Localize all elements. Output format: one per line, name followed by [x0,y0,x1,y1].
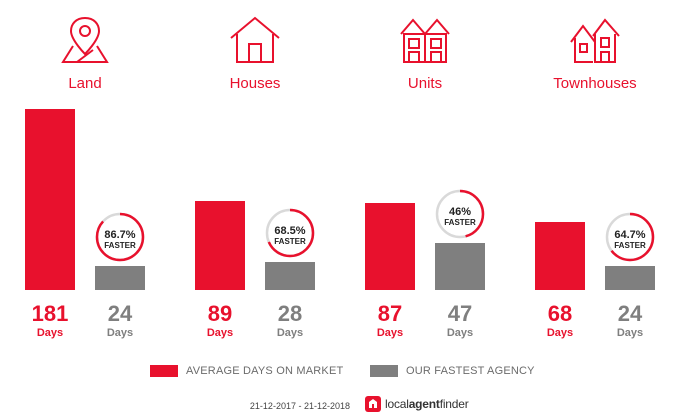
faster-ring-progress-houses [265,208,315,258]
bar-market-land [25,109,75,290]
value-market-units: 87 [378,301,402,326]
value-agency-land: 24 [108,301,133,326]
days-label-market-houses: Days [207,327,233,339]
days-label-market-townhouses: Days [547,327,573,339]
bar-market-houses [195,201,245,290]
faster-ring-progress-townhouses [605,212,655,262]
legend-swatch-agency [370,365,398,377]
days-label-agency-houses: Days [277,327,303,339]
bar-agency-units [435,243,485,290]
units-icon [400,18,450,63]
legend-label-agency: OUR FASTEST AGENCY [406,365,535,377]
category-label-land: Land [68,75,102,92]
house-icon [230,16,280,63]
faster-percent-houses: 68.5% [274,225,305,237]
days-label-agency-land: Days [107,327,133,339]
category-label-townhouses: Townhouses [553,75,637,92]
map-pin-icon [61,16,109,63]
value-agency-units: 47 [448,301,472,326]
faster-label-houses: FASTER [274,237,306,246]
value-agency-houses: 28 [278,301,302,326]
faster-label-townhouses: FASTER [614,241,646,250]
days-label-market-land: Days [37,327,63,339]
value-agency-townhouses: 24 [618,301,643,326]
faster-ring-progress-land [95,212,145,262]
value-market-houses: 89 [208,301,232,326]
bar-agency-land [95,266,145,290]
bar-agency-houses [265,262,315,290]
logo-mark-icon [365,396,381,412]
value-market-land: 181 [32,301,69,326]
category-label-units: Units [407,75,443,92]
days-label-market-units: Days [377,327,403,339]
bar-market-townhouses [535,222,585,290]
legend-swatch-market [150,365,178,377]
logo-text-agent: agent [408,397,440,411]
townhouses-icon [570,18,620,63]
faster-ring-progress-units [435,189,485,239]
legend-market: AVERAGE DAYS ON MARKET [150,363,343,379]
bar-market-units [365,203,415,290]
bar-chart: 181Days24Days86.7%FASTER89Days28Days68.5… [25,109,655,339]
logo-text-local: local [385,397,409,411]
faster-label-units: FASTER [444,218,476,227]
legend-agency: OUR FASTEST AGENCY [370,363,535,379]
days-label-agency-units: Days [447,327,473,339]
value-market-townhouses: 68 [548,301,572,326]
category-label-houses: Houses [229,75,281,92]
faster-percent-land: 86.7% [104,229,135,241]
bar-agency-townhouses [605,266,655,290]
faster-label-land: FASTER [104,241,136,250]
logo-text-finder: finder [439,397,469,411]
faster-percent-townhouses: 64.7% [614,229,645,241]
days-label-agency-townhouses: Days [617,327,643,339]
date-range: 21-12-2017 - 21-12-2018 [249,401,350,411]
legend-label-market: AVERAGE DAYS ON MARKET [186,365,344,377]
localagentfinder-logo: localagentfinder [365,396,469,412]
faster-percent-units: 46% [449,206,471,218]
